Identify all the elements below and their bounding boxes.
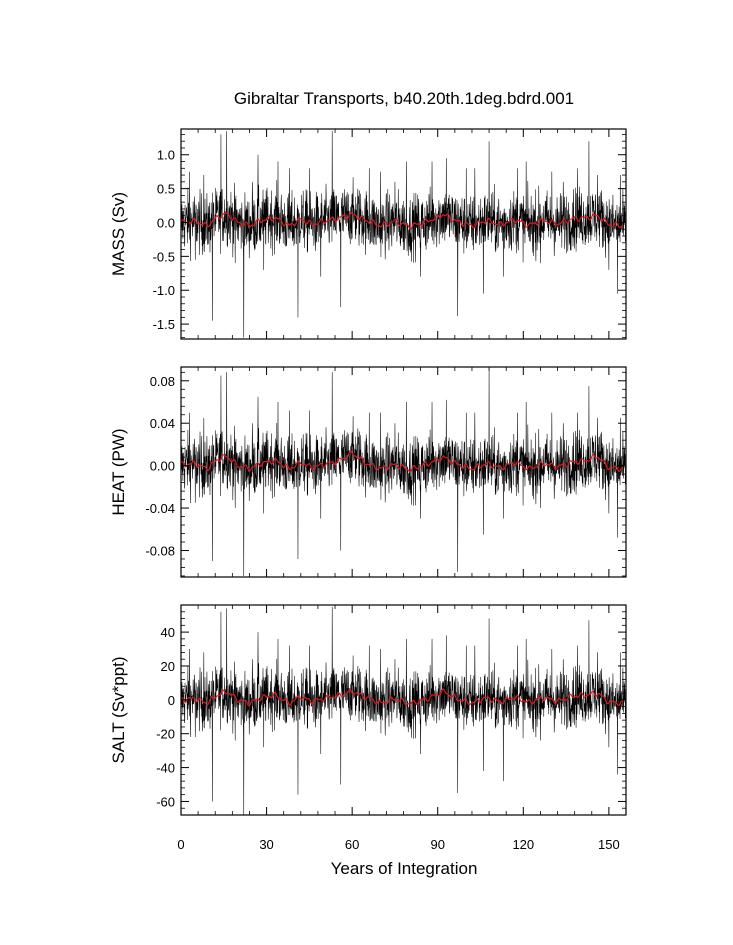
salt-y-tick-label: -60 bbox=[156, 794, 175, 809]
mass-smoothed-series-line bbox=[181, 212, 624, 230]
heat-raw-series-line bbox=[181, 368, 626, 576]
mass-y-tick-label: -1.5 bbox=[153, 317, 175, 332]
x-tick-label: 60 bbox=[345, 837, 359, 852]
x-tick-label: 30 bbox=[259, 837, 273, 852]
mass-axis-ticks: -1.5 -1.0 -0.5 0.0 0.5 1.0 bbox=[153, 129, 627, 339]
salt-y-axis-label: SALT (Sv*ppt) bbox=[109, 656, 128, 763]
heat-axis-ticks: -0.08 -0.04 0.00 0.04 0.08 bbox=[145, 367, 627, 577]
heat-y-tick-label: -0.04 bbox=[145, 501, 175, 516]
panel-heat: -0.08 -0.04 0.00 0.04 0.08 HEAT (PW) bbox=[109, 366, 627, 578]
x-tick-labels: 0 30 60 90 120 150 bbox=[177, 837, 619, 852]
heat-y-tick-label: -0.08 bbox=[145, 543, 175, 558]
mass-series-group bbox=[181, 131, 626, 338]
salt-y-tick-label: 0 bbox=[168, 693, 175, 708]
x-tick-label: 120 bbox=[512, 837, 534, 852]
mass-y-tick-label: -0.5 bbox=[153, 249, 175, 264]
heat-smoothed-series-line bbox=[181, 450, 624, 473]
salt-y-tick-label: 20 bbox=[161, 659, 175, 674]
mass-y-tick-label: 1.0 bbox=[157, 148, 175, 163]
mass-raw-series-line bbox=[181, 131, 626, 338]
x-tick-label: 90 bbox=[430, 837, 444, 852]
x-tick-label: 150 bbox=[598, 837, 620, 852]
panel-mass: -1.5 -1.0 -0.5 0.0 0.5 1.0 MASS (Sv) bbox=[109, 128, 627, 340]
salt-y-tick-label: -40 bbox=[156, 761, 175, 776]
salt-raw-series-line bbox=[181, 606, 626, 815]
salt-y-tick-label: -20 bbox=[156, 727, 175, 742]
mass-y-tick-label: 0.0 bbox=[157, 215, 175, 230]
salt-series-group bbox=[181, 606, 626, 815]
salt-axis-ticks: -60 -40 -20 0 20 40 bbox=[156, 604, 627, 816]
x-tick-label: 0 bbox=[177, 837, 184, 852]
panel-salt: -60 -40 -20 0 20 40 SALT (Sv*ppt) bbox=[109, 604, 627, 816]
mass-y-tick-label: 0.5 bbox=[157, 182, 175, 197]
mass-y-axis-label: MASS (Sv) bbox=[109, 192, 128, 276]
heat-y-axis-label: HEAT (PW) bbox=[109, 428, 128, 515]
salt-smoothed-series-line bbox=[181, 688, 624, 707]
salt-y-tick-label: 40 bbox=[161, 625, 175, 640]
x-axis-label: Years of Integration bbox=[331, 859, 478, 878]
mass-y-tick-label: -1.0 bbox=[153, 283, 175, 298]
heat-y-tick-label: 0.08 bbox=[150, 374, 175, 389]
heat-y-tick-label: 0.00 bbox=[150, 459, 175, 474]
heat-y-tick-label: 0.04 bbox=[150, 416, 175, 431]
heat-series-group bbox=[181, 368, 626, 576]
chart-title: Gibraltar Transports, b40.20th.1deg.bdrd… bbox=[234, 89, 574, 108]
